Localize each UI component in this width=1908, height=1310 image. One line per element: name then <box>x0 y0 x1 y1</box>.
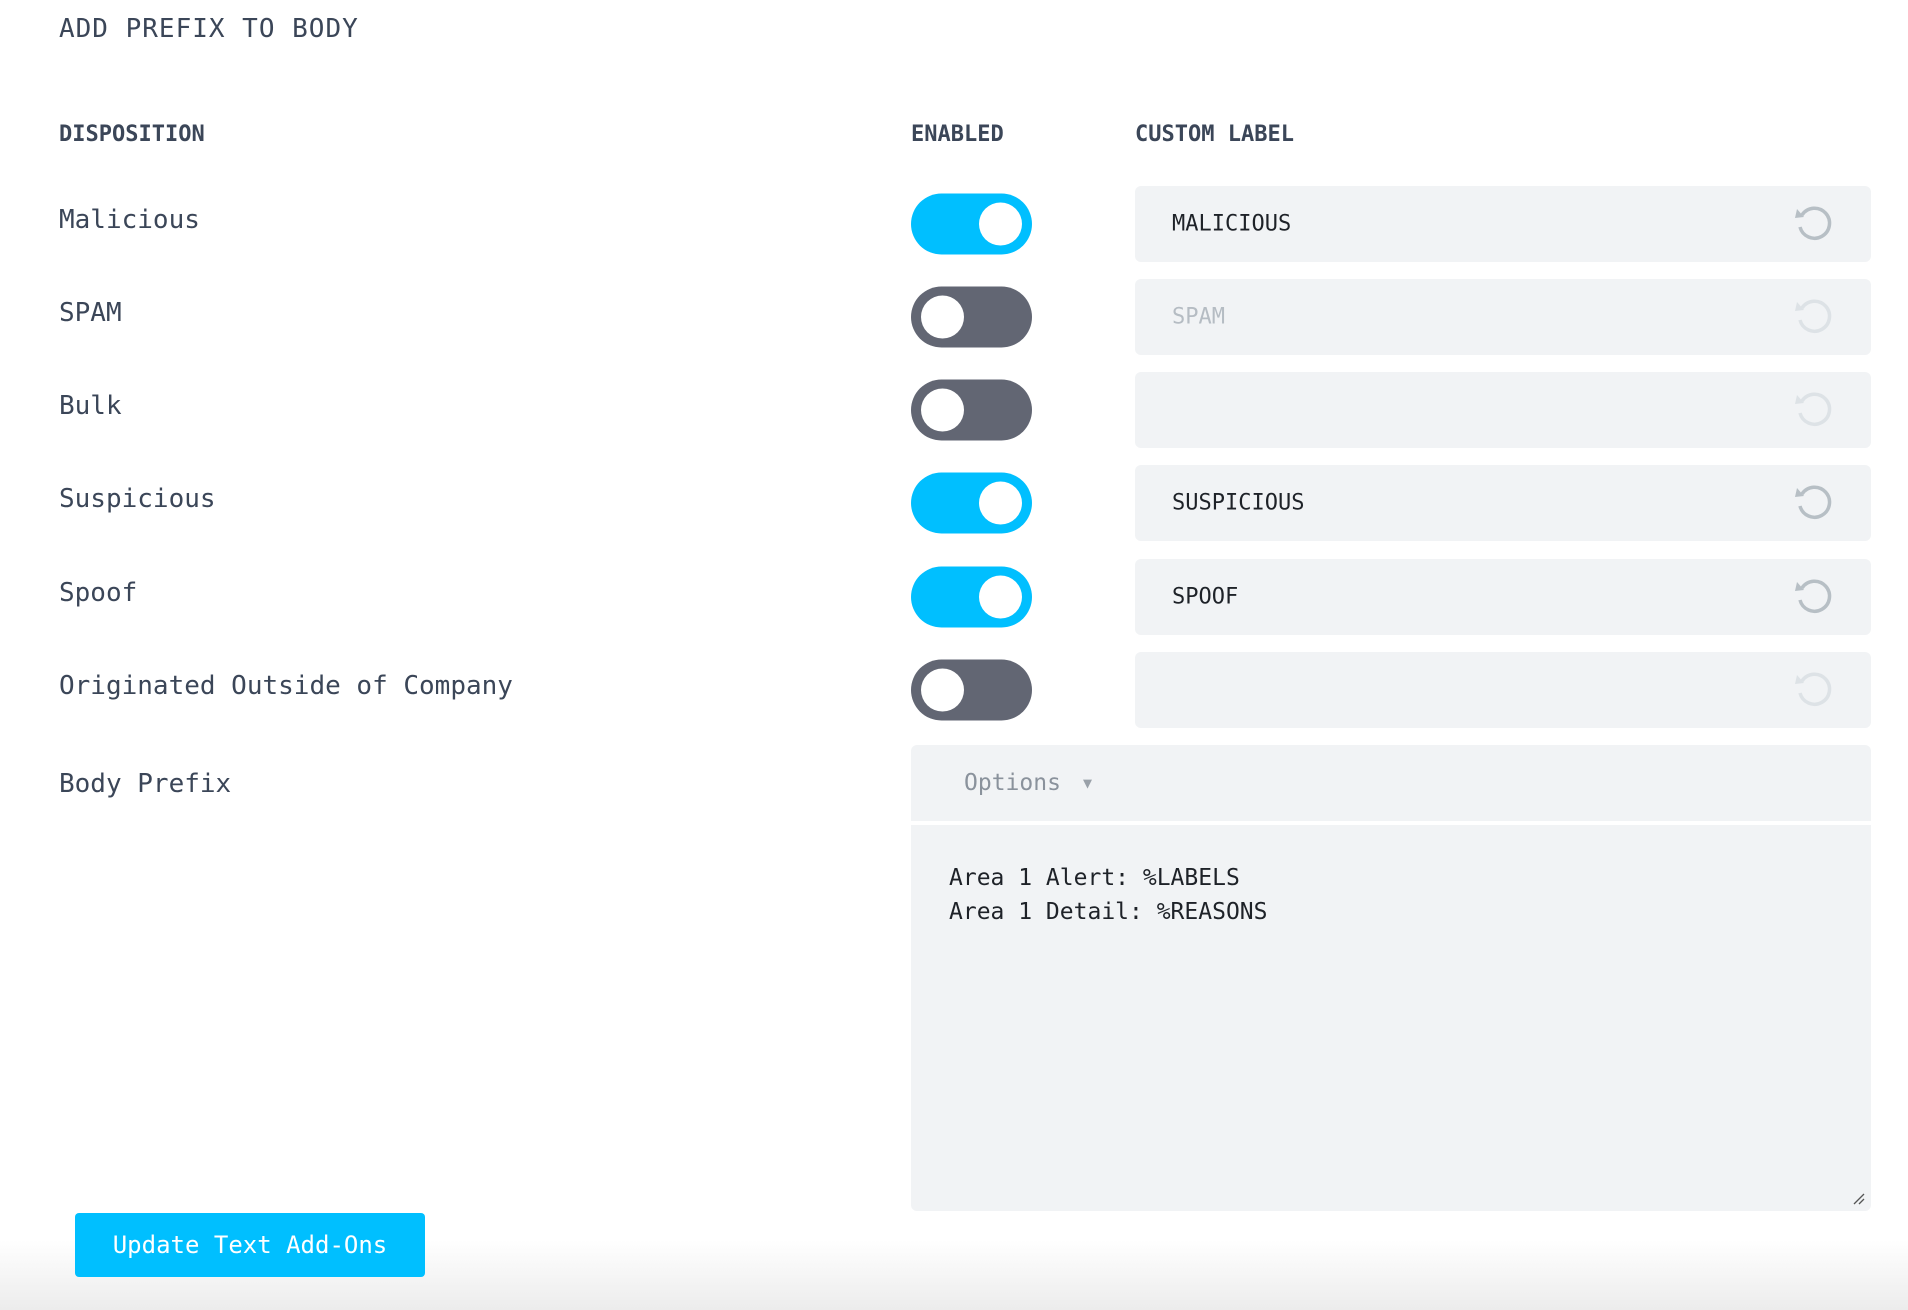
column-header-enabled: ENABLED <box>911 122 1004 147</box>
enabled-toggle[interactable] <box>911 286 1032 348</box>
section-title: ADD PREFIX TO BODY <box>59 14 359 44</box>
column-header-custom-label: CUSTOM LABEL <box>1135 122 1294 147</box>
body-prefix-textarea[interactable]: Area 1 Alert: %LABELS Area 1 Detail: %RE… <box>911 825 1871 1211</box>
custom-label-value: MALICIOUS <box>1172 211 1292 237</box>
disposition-label: SPAM <box>59 298 122 328</box>
body-prefix-label: Body Prefix <box>59 769 232 799</box>
toggle-knob <box>921 295 964 339</box>
reset-icon[interactable] <box>1793 669 1835 711</box>
toggle-knob <box>921 668 964 712</box>
toggle-knob <box>979 481 1022 525</box>
custom-label-value: SPAM <box>1172 304 1225 330</box>
reset-icon[interactable] <box>1793 482 1835 524</box>
custom-label-input[interactable]: MALICIOUS <box>1135 186 1871 262</box>
custom-label-input[interactable]: SPAM <box>1135 279 1871 355</box>
reset-icon[interactable] <box>1793 296 1835 338</box>
toggle-knob <box>979 202 1022 246</box>
toggle-knob <box>979 575 1022 619</box>
disposition-label: Malicious <box>59 205 200 235</box>
enabled-toggle[interactable] <box>911 472 1032 534</box>
custom-label-input[interactable]: SUSPICIOUS <box>1135 465 1871 541</box>
disposition-label: Spoof <box>59 578 138 608</box>
options-dropdown[interactable]: Options ▼ <box>911 745 1871 821</box>
column-header-disposition: DISPOSITION <box>59 122 205 147</box>
custom-label-input[interactable] <box>1135 652 1871 728</box>
custom-label-value: SPOOF <box>1172 584 1239 610</box>
update-text-addons-button[interactable]: Update Text Add-Ons <box>75 1213 425 1277</box>
custom-label-value: SUSPICIOUS <box>1172 490 1305 516</box>
enabled-toggle[interactable] <box>911 379 1032 441</box>
caret-down-icon: ▼ <box>1083 774 1093 792</box>
custom-label-input[interactable] <box>1135 372 1871 448</box>
resize-handle-icon[interactable] <box>1851 1191 1865 1205</box>
custom-label-input[interactable]: SPOOF <box>1135 559 1871 635</box>
body-prefix-text: Area 1 Alert: %LABELS Area 1 Detail: %RE… <box>949 865 1268 925</box>
disposition-label: Suspicious <box>59 484 216 514</box>
enabled-toggle[interactable] <box>911 659 1032 721</box>
enabled-toggle[interactable] <box>911 566 1032 628</box>
reset-icon[interactable] <box>1793 203 1835 245</box>
disposition-label: Originated Outside of Company <box>59 671 513 701</box>
options-label: Options <box>964 770 1061 796</box>
enabled-toggle[interactable] <box>911 193 1032 255</box>
toggle-knob <box>921 388 964 432</box>
reset-icon[interactable] <box>1793 576 1835 618</box>
reset-icon[interactable] <box>1793 389 1835 431</box>
disposition-label: Bulk <box>59 391 122 421</box>
